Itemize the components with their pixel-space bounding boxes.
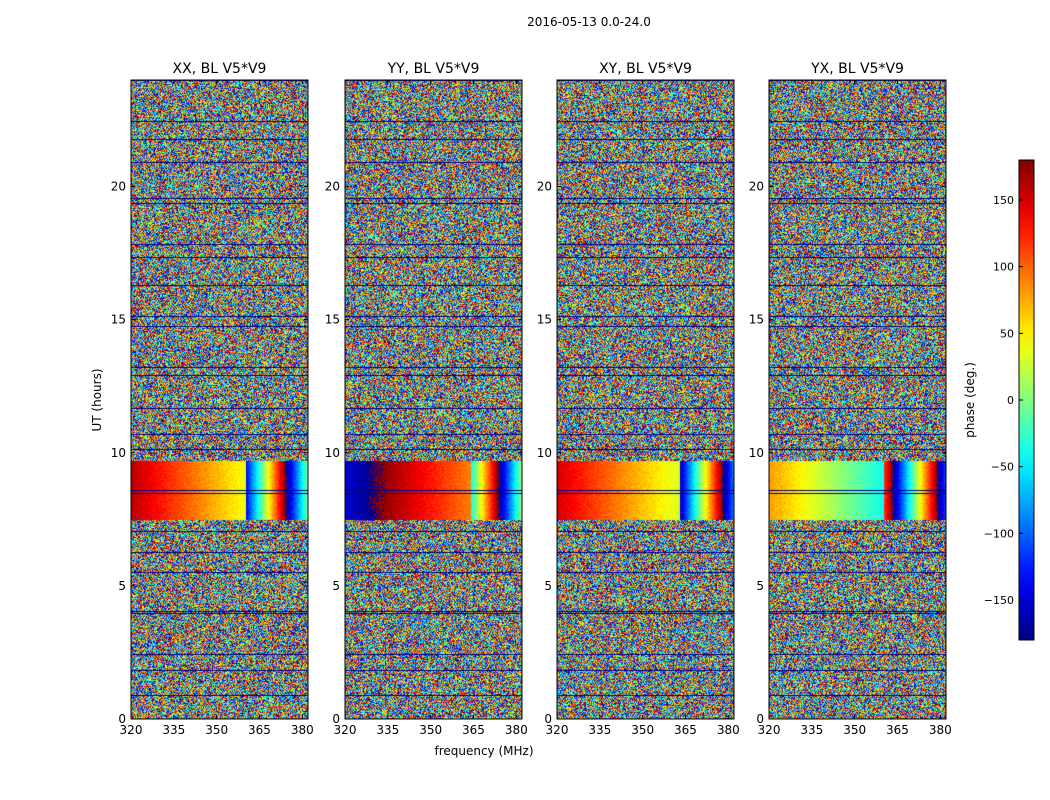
y-tick-label: 0 [756, 712, 764, 726]
x-tick-label: 350 [419, 723, 442, 737]
panel-frame [130, 79, 309, 720]
x-tick-label: 365 [674, 723, 697, 737]
y-tick-label: 10 [749, 446, 764, 460]
y-tick-label: 5 [756, 579, 764, 593]
y-tick-label: 0 [118, 712, 126, 726]
y-tick-label: 20 [111, 180, 126, 194]
y-axis-label: UT (hours) [90, 368, 104, 431]
y-tick-label: 15 [111, 313, 126, 327]
y-tick-label: 10 [111, 446, 126, 460]
x-tick-label: 380 [929, 723, 952, 737]
x-tick-label: 380 [505, 723, 528, 737]
x-tick-label: 320 [120, 723, 143, 737]
panel-title: XX, BL V5*V9 [173, 61, 267, 77]
panel-1: YY, BL V5*V9 320 335 350 365 380 0 5 10 15 20 [325, 61, 528, 737]
panel-title: XY, BL V5*V9 [599, 61, 692, 77]
colorbar-tick-label: −50 [991, 461, 1014, 474]
y-tick-label: 20 [325, 180, 340, 194]
figure-title: 2016-05-13 0.0-24.0 [527, 15, 651, 29]
x-tick-label: 320 [758, 723, 781, 737]
x-tick-label: 335 [162, 723, 185, 737]
heatmap-image [345, 80, 522, 719]
heatmap-image [769, 80, 946, 719]
y-tick-label: 5 [332, 579, 340, 593]
colorbar-tick-label: −150 [984, 594, 1014, 607]
y-tick-label: 5 [544, 579, 552, 593]
x-tick-label: 365 [462, 723, 485, 737]
x-tick-label: 350 [205, 723, 228, 737]
colorbar-tick-label: 150 [993, 194, 1014, 207]
x-tick-label: 365 [886, 723, 909, 737]
panel-frame [344, 79, 523, 720]
y-tick-label: 10 [325, 446, 340, 460]
panel-3: YX, BL V5*V9 320 335 350 365 380 0 5 10 15 20 [749, 61, 952, 737]
x-tick-label: 335 [800, 723, 823, 737]
x-tick-label: 320 [334, 723, 357, 737]
colorbar-tick-label: 100 [993, 261, 1014, 274]
panel-2: XY, BL V5*V9 320 335 350 365 380 0 5 10 15 20 [537, 61, 740, 737]
x-axis-label: frequency (MHz) [434, 744, 533, 758]
x-tick-label: 350 [843, 723, 866, 737]
y-tick-label: 20 [749, 180, 764, 194]
x-tick-label: 380 [717, 723, 740, 737]
heatmap-image [131, 80, 308, 719]
panel-title: YX, BL V5*V9 [810, 61, 904, 77]
heatmap-image [557, 80, 734, 719]
y-tick-label: 10 [537, 446, 552, 460]
y-tick-label: 0 [332, 712, 340, 726]
panel-frame [556, 79, 735, 720]
colorbar: −150 −100 −50 0 50 100 150 [984, 159, 1035, 641]
x-tick-label: 320 [546, 723, 569, 737]
panel-0: XX, BL V5*V9 320 335 350 365 380 0 5 10 15 20 [111, 61, 314, 737]
y-tick-label: 15 [325, 313, 340, 327]
x-tick-label: 350 [631, 723, 654, 737]
x-tick-label: 380 [291, 723, 314, 737]
y-tick-label: 0 [544, 712, 552, 726]
colorbar-label: phase (deg.) [963, 362, 977, 438]
panel-title: YY, BL V5*V9 [387, 61, 480, 77]
colorbar-tick-label: 0 [1007, 394, 1014, 407]
y-tick-label: 20 [537, 180, 552, 194]
x-tick-label: 335 [588, 723, 611, 737]
y-tick-label: 15 [749, 313, 764, 327]
colorbar-tick-label: −100 [984, 527, 1014, 540]
x-tick-label: 365 [248, 723, 271, 737]
y-tick-label: 5 [118, 579, 126, 593]
colorbar-tick-label: 50 [1000, 327, 1014, 340]
x-tick-label: 335 [376, 723, 399, 737]
panel-frame [768, 79, 947, 720]
y-tick-label: 15 [537, 313, 552, 327]
